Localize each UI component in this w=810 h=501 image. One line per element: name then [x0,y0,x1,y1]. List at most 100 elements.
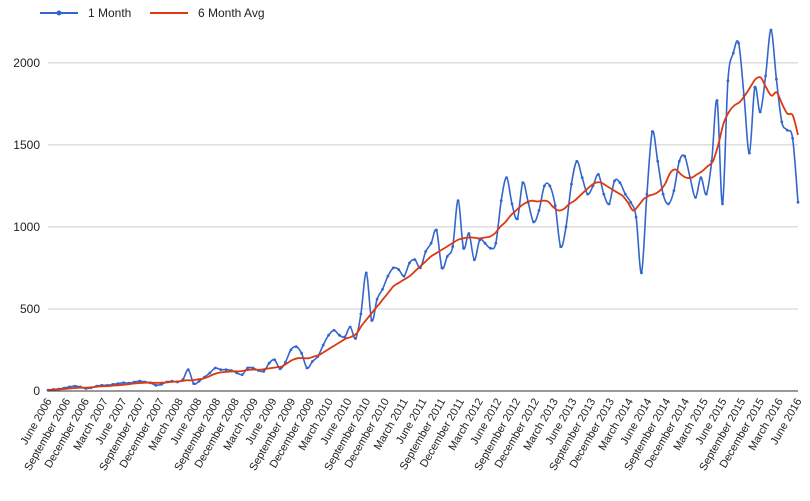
data-point [138,379,142,383]
y-gridlines [48,62,798,310]
data-point [391,266,395,270]
data-point [672,189,676,193]
data-point [667,202,670,206]
data-point [683,154,687,158]
data-point [607,202,611,206]
data-point [224,368,228,372]
data-point [435,228,438,232]
data-point [650,130,654,134]
data-point [559,245,562,249]
y-tick-label: 2000 [13,56,40,70]
data-point [597,173,600,176]
data-point [694,196,697,199]
data-point [327,333,330,337]
data-point [543,184,546,188]
data-point [364,271,368,275]
data-point [758,110,762,114]
data-point [483,241,487,245]
legend-label-6-month-avg: 6 Month Avg [198,6,265,20]
data-point [602,192,606,196]
data-point [623,192,627,196]
data-point [267,361,271,365]
data-point [456,199,460,203]
legend: 1 Month 6 Month Avg [40,6,265,20]
data-point [478,238,482,242]
data-point [408,261,411,265]
data-point [715,99,719,102]
data-point [748,151,751,155]
data-point [386,274,390,278]
data-point [289,348,293,352]
data-point [467,232,471,235]
data-point [219,368,223,372]
data-point [451,245,455,249]
data-point [505,176,508,180]
data-point [122,381,125,385]
data-point [159,383,163,386]
data-point [499,199,503,203]
data-point [699,176,703,180]
data-point [494,241,498,245]
data-point [273,358,276,362]
data-point [704,192,708,196]
series-line-6-month-avg [47,76,799,392]
data-point [354,337,357,340]
legend-item-1-month[interactable]: 1 Month [40,6,131,20]
data-point [586,192,589,196]
y-tick-label: 500 [20,302,40,316]
data-point [321,343,325,347]
y-axis-ticks: 0 500 1000 1500 2000 [13,56,40,398]
data-point [300,351,303,355]
data-point [197,379,201,383]
data-point [278,367,282,371]
data-point [208,371,212,375]
data-point [721,202,724,206]
data-point [338,333,341,337]
data-point [397,268,401,271]
data-point [154,383,158,387]
data-point [240,373,244,376]
data-point [489,246,492,250]
data-point [359,312,363,316]
data-point [305,366,309,370]
data-point [402,274,406,278]
data-point [311,360,314,363]
data-point [613,179,616,183]
data-point [251,366,255,370]
data-point [348,325,352,329]
data-point [532,220,535,224]
data-point [575,159,579,163]
legend-item-6-month-avg[interactable]: 6 Month Avg [150,6,265,20]
data-point [634,215,638,219]
legend-marker-1-month [56,10,62,16]
data-point [445,255,449,258]
data-point [262,369,266,373]
data-point [553,204,557,208]
data-point [731,51,735,55]
data-point [570,182,573,186]
data-point [796,200,800,204]
data-point [775,77,778,81]
data-point [785,128,789,132]
data-point [645,192,649,196]
data-point [370,319,374,322]
data-point [656,159,660,163]
legend-label-1-month: 1 Month [88,6,131,20]
data-point [580,176,584,180]
data-point [726,79,730,83]
data-point [629,200,633,204]
y-tick-label: 0 [33,384,40,398]
data-point [192,382,196,385]
data-point [677,159,681,163]
data-point [618,181,622,185]
data-point [424,250,428,253]
data-point [753,86,757,89]
data-point [780,120,784,124]
data-point [294,345,298,349]
data-point [381,287,384,291]
data-point [516,217,519,221]
data-point [510,202,514,206]
data-point [521,181,525,185]
data-point [769,28,773,32]
